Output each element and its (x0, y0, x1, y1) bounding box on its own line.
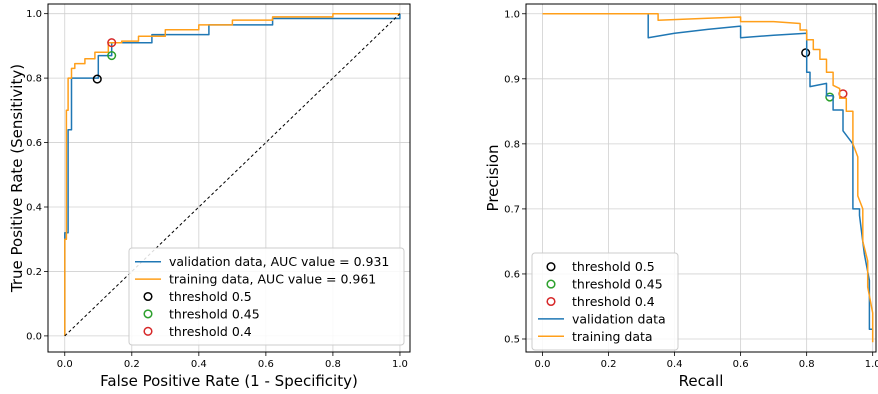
pr-legend-entry: training data (572, 329, 653, 344)
roc-threshold-marker-threshold-05 (92, 74, 102, 84)
roc-legend-box (128, 247, 405, 346)
roc-chance-diagonal-line (64, 13, 401, 337)
roc-legend-entry: validation data, AUC value = 0.931 (169, 254, 389, 269)
pr-series-line-training-data (542, 13, 874, 343)
precision-recall-chart: 0.0 0.2 0.4 0.6 0.8 1.0 0.5 0.6 0.7 0.8 0.9 1.0 Rec… (484, 3, 878, 390)
pr-y-tick-label: 1.0 (504, 9, 520, 20)
roc-y-axis-label: True Positive Rate (Sensitivity) (8, 64, 26, 293)
pr-y-tick-label: 0.6 (504, 269, 520, 280)
roc-y-tick-label: 0.6 (26, 138, 42, 149)
pr-legend: threshold 0.5 threshold 0.45 threshold 0.4… (531, 252, 679, 351)
roc-grid (48, 4, 410, 352)
pr-legend-entry: threshold 0.45 (572, 277, 663, 292)
pr-legend-swatch-marker (546, 279, 556, 289)
pr-legend-box (531, 252, 679, 351)
roc-legend: validation data, AUC value = 0.931 traini… (128, 247, 405, 346)
pr-x-tick-label: 1.0 (865, 359, 878, 370)
roc-y-tick-label: 0.2 (26, 267, 42, 278)
pr-axes-frame (525, 3, 877, 353)
roc-legend-swatch-marker (143, 309, 153, 319)
roc-legend-swatch-marker (143, 326, 153, 336)
roc-threshold-marker-threshold-045 (107, 51, 117, 61)
pr-y-axis-label: Precision (484, 145, 502, 212)
pr-y-tick-label: 0.5 (504, 334, 520, 345)
pr-x-tick-label: 0.6 (733, 359, 749, 370)
pr-x-tick-label: 0.8 (799, 359, 815, 370)
pr-y-tick-label: 0.9 (504, 74, 520, 85)
roc-chart: 0.0 0.2 0.4 0.6 0.8 1.0 0.0 0.2 0.4 0.6 0.8 1.0 Fal… (8, 3, 411, 390)
pr-x-tick-label: 0.4 (667, 359, 683, 370)
roc-x-tick-label: 0.2 (124, 359, 140, 370)
roc-legend-swatch-marker (143, 291, 153, 302)
pr-legend-swatch-marker (546, 262, 556, 272)
pr-y-tick-label: 0.8 (504, 139, 520, 150)
roc-threshold-marker-threshold-04 (107, 38, 117, 48)
pr-legend-entry: threshold 0.4 (572, 294, 655, 309)
roc-legend-entry: training data, AUC value = 0.961 (169, 272, 376, 287)
roc-x-tick-label: 0.4 (191, 359, 207, 370)
roc-legend-entry: threshold 0.4 (169, 324, 252, 339)
roc-x-axis-label: False Positive Rate (1 - Specificity) (100, 372, 358, 390)
roc-y-tick-label: 0.4 (26, 203, 42, 214)
pr-plot-area (542, 13, 874, 343)
roc-plot-area (64, 12, 401, 337)
roc-series-line-validation-data (64, 13, 401, 336)
pr-threshold-marker-threshold-05 (801, 48, 811, 58)
roc-x-tick-label: 1.0 (392, 359, 408, 370)
roc-y-tick-label: 1.0 (26, 9, 42, 20)
roc-ticks: 0.0 0.2 0.4 0.6 0.8 1.0 0.0 0.2 0.4 0.6 0.8 1.0 (26, 9, 408, 370)
roc-x-tick-label: 0.0 (57, 359, 73, 370)
pr-x-axis-label: Recall (679, 372, 724, 390)
pr-x-tick-label: 0.2 (601, 359, 617, 370)
roc-legend-entry: threshold 0.45 (169, 306, 260, 321)
roc-x-tick-label: 0.6 (258, 359, 274, 370)
roc-y-tick-label: 0.8 (26, 74, 42, 85)
roc-y-tick-label: 0.0 (26, 331, 42, 342)
roc-x-tick-label: 0.8 (325, 359, 341, 370)
pr-ticks: 0.0 0.2 0.4 0.6 0.8 1.0 0.5 0.6 0.7 0.8 0.9 1.0 (504, 9, 878, 370)
pr-legend-entry: validation data (572, 311, 666, 326)
roc-legend-entry: threshold 0.5 (169, 289, 252, 304)
pr-legend-swatch-marker (546, 296, 556, 307)
roc-axes-frame (47, 3, 411, 353)
pr-legend-entry: threshold 0.5 (572, 259, 655, 274)
pr-x-tick-label: 0.0 (535, 359, 551, 370)
pr-y-tick-label: 0.7 (504, 204, 520, 215)
pr-series-line-validation-data (542, 13, 873, 330)
